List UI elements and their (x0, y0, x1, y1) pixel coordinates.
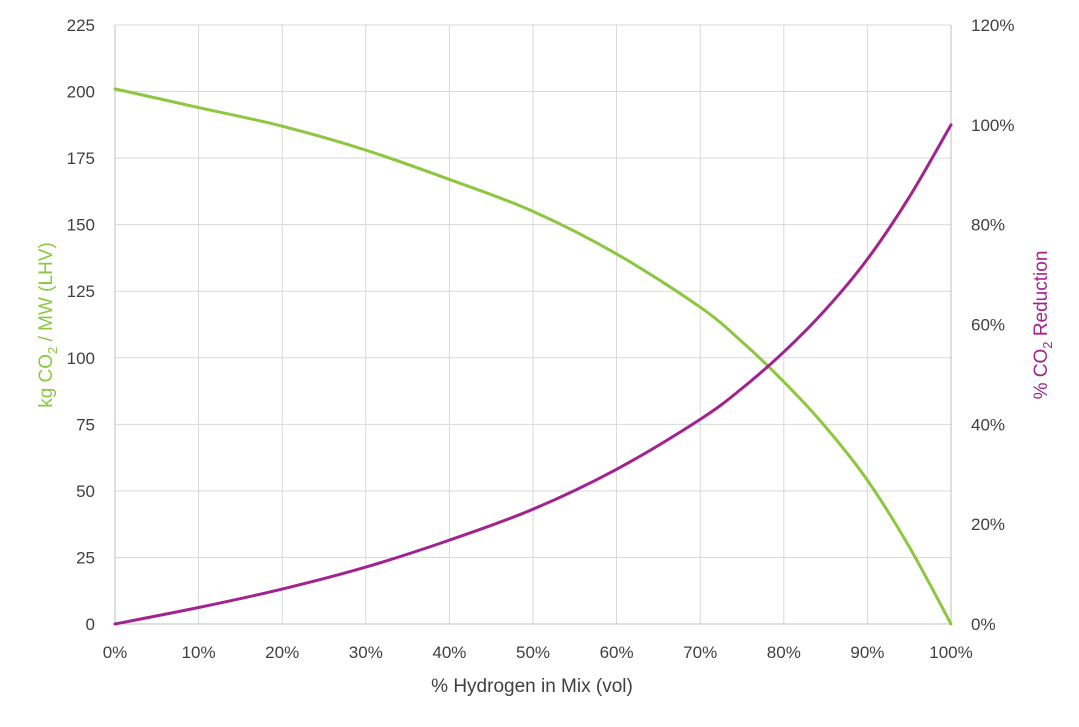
x-tick-label: 50% (516, 643, 550, 662)
left-y-tick-label: 125 (67, 282, 95, 301)
x-tick-label: 100% (929, 643, 972, 662)
left-y-axis-title-pre: kg CO (36, 354, 57, 408)
tick-labels: 0% 10% 20% 30% 40% 50% 60% 70% 80% 90% 100% 0 25 50 75… (67, 16, 1015, 662)
left-y-tick-label: 75 (76, 415, 95, 434)
left-y-tick-label: 50 (76, 482, 95, 501)
series-lines (113, 87, 953, 626)
left-y-tick-label: 25 (76, 548, 95, 567)
right-y-tick-label: 0% (971, 615, 996, 634)
gridlines (114, 24, 952, 625)
right-y-tick-label: 60% (971, 316, 1005, 335)
left-y-axis-title: kg CO2 / MW (LHV) (36, 242, 60, 408)
right-y-tick-label: 100% (971, 116, 1014, 135)
x-tick-label: 90% (850, 643, 884, 662)
x-tick-label: 60% (600, 643, 634, 662)
left-y-tick-label: 100 (67, 349, 95, 368)
right-y-tick-label: 20% (971, 515, 1005, 534)
x-tick-label: 40% (432, 643, 466, 662)
left-y-tick-label: 150 (67, 216, 95, 235)
x-tick-label: 0% (103, 643, 128, 662)
left-y-tick-label: 175 (67, 149, 95, 168)
x-tick-label: 20% (265, 643, 299, 662)
left-y-tick-label: 225 (67, 16, 95, 35)
co2-per-mw-line (113, 87, 953, 626)
x-tick-label: 80% (767, 643, 801, 662)
right-y-tick-label: 80% (971, 216, 1005, 235)
left-y-axis-title-post: / MW (LHV) (36, 242, 57, 347)
right-y-axis-title-pre: % CO (1031, 349, 1052, 400)
right-y-axis-title-post: Reduction (1031, 251, 1052, 342)
x-tick-label: 70% (683, 643, 717, 662)
left-y-tick-label: 0 (86, 615, 95, 634)
left-y-axis-title-sub: 2 (45, 347, 60, 354)
x-tick-label: 30% (349, 643, 383, 662)
right-y-tick-label: 120% (971, 16, 1014, 35)
right-y-axis-title-sub: 2 (1040, 341, 1055, 348)
x-axis-title: % Hydrogen in Mix (vol) (431, 676, 633, 697)
x-tick-label: 10% (182, 643, 216, 662)
right-y-tick-label: 40% (971, 415, 1005, 434)
left-y-tick-label: 200 (67, 83, 95, 102)
right-y-axis-title: % CO2 Reduction (1031, 251, 1055, 400)
co2-reduction-line (113, 123, 953, 626)
